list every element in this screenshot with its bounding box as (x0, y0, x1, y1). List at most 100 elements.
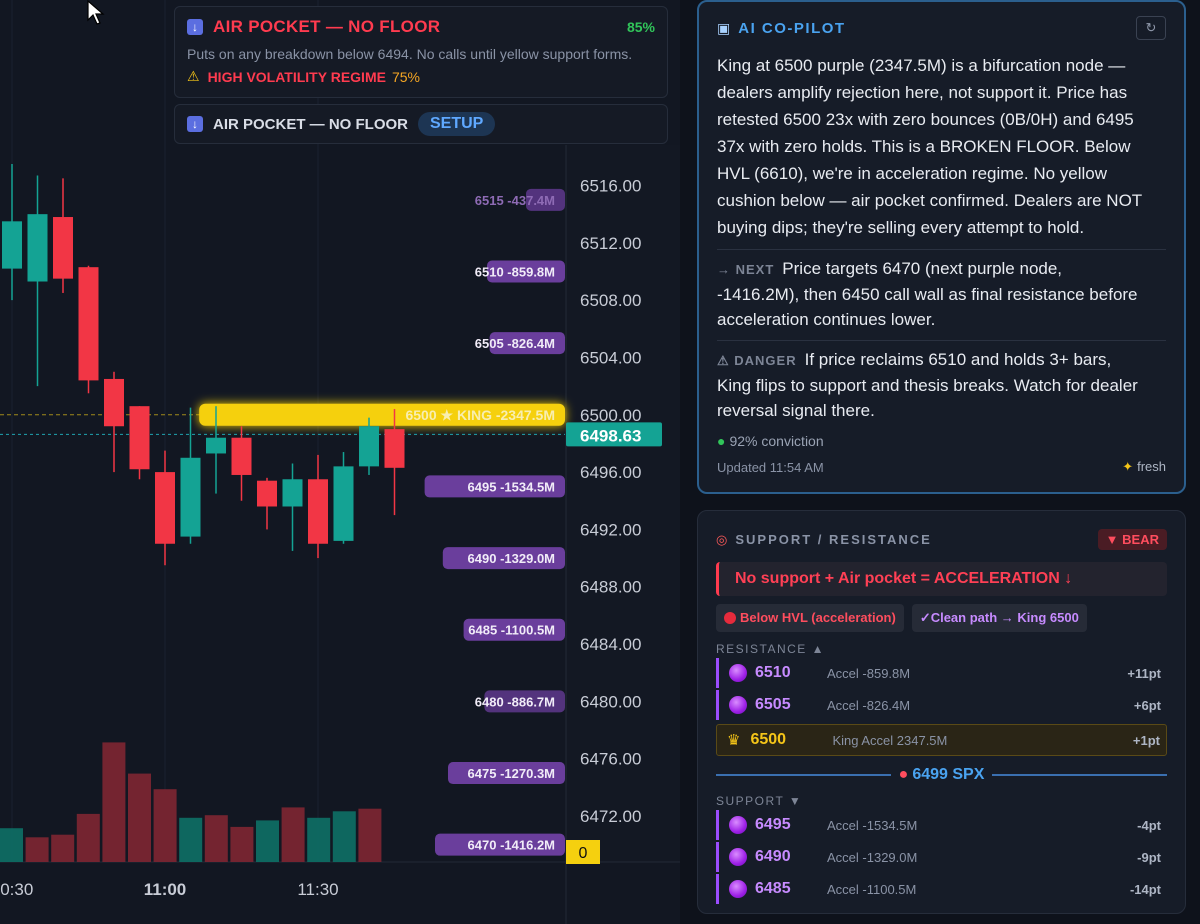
resistance-row[interactable]: 6505 Accel -826.4M +6pt (716, 690, 1167, 720)
king-level-bar (199, 403, 565, 426)
x-tick-label: 10:30 (0, 880, 33, 899)
chart-canvas[interactable]: 6515 -437.4M 6510 -859.8M 6505 -826.4M 6500… (0, 0, 680, 924)
volume-bar (51, 834, 75, 862)
level-price: 6505 (755, 696, 791, 713)
candle-body (180, 457, 201, 537)
copilot-title: AI CO-PILOT (738, 19, 846, 37)
candle-body (257, 480, 277, 507)
sparkle-icon: ✦ (1122, 459, 1134, 474)
volume-bar (230, 826, 254, 862)
x-tick-label: 11:30 (297, 880, 338, 899)
king-desc: King Accel 2347.5M (832, 732, 948, 748)
volume-tag (566, 840, 600, 864)
volume-bar (102, 742, 126, 862)
gamma-level-label: 6480 -886.7M (475, 694, 555, 709)
last-price-tag (566, 422, 662, 447)
price-chart[interactable]: 6515 -437.4M 6510 -859.8M 6505 -826.4M 6500… (0, 0, 680, 924)
analysis-line: HVL (6610), we're in acceleration regime… (717, 164, 1108, 183)
y-tick-label: 6488.00 (580, 578, 641, 597)
mouse-cursor-icon (87, 0, 105, 25)
divider (717, 249, 1166, 250)
candle-body (27, 214, 48, 282)
down-arrow-icon: ↓ (187, 116, 203, 132)
spx-price-row: ● 6499 SPX (716, 766, 1168, 784)
next-line: -1416.2M), then 6450 call wall as final … (717, 285, 1138, 304)
y-tick-label: 6516.00 (580, 177, 641, 196)
sr-title: SUPPORT / RESISTANCE (735, 532, 932, 547)
signal-subtitle: Puts on any breakdown below 6494. No cal… (187, 46, 633, 62)
level-price: 6495 (755, 816, 791, 833)
fresh-badge: ✦ fresh (1122, 459, 1166, 475)
candle-body (104, 378, 124, 427)
danger-line: King flips to support and thesis breaks.… (717, 376, 1138, 395)
candle-body (231, 437, 252, 475)
next-tag: → NEXT (717, 262, 775, 277)
gamma-level-bar (448, 762, 565, 785)
y-tick-label: 6504.00 (580, 348, 641, 367)
analysis-line: buying dips; they're selling every attem… (717, 218, 1085, 237)
spx-price: ● 6499 SPX (891, 766, 993, 784)
price-axis (566, 145, 680, 862)
divider-line (716, 774, 891, 776)
gamma-level-bar (489, 332, 565, 355)
candle-body (333, 466, 354, 541)
gamma-level-bar (424, 475, 565, 498)
refresh-button[interactable]: ↻ (1136, 16, 1166, 40)
next-section: → NEXT Price targets 6470 (next purple no… (717, 256, 1166, 332)
warning-icon: ⚠ (187, 68, 200, 84)
gamma-level-label: 6515 -437.4M (475, 193, 555, 208)
gamma-level-label: 6485 -1100.5M (468, 623, 555, 638)
danger-line: If price reclaims 6510 and holds 3+ bars… (804, 350, 1112, 369)
pin-icon: ● (898, 766, 909, 783)
volume-bar (153, 789, 177, 862)
support-label: SUPPORT ▼ (716, 794, 803, 808)
y-tick-label: 6472.00 (580, 807, 641, 826)
level-delta: -4pt (1137, 817, 1161, 833)
analysis-line: dealers amplify rejection here, not supp… (717, 83, 1128, 102)
level-delta: -9pt (1137, 849, 1161, 865)
level-delta: +6pt (1133, 697, 1161, 713)
volume-bar (358, 808, 382, 862)
volume-tag-label: 0 (579, 845, 588, 862)
king-delta: +1pt (1132, 732, 1160, 748)
regime-percent: 75% (391, 68, 420, 85)
support-row[interactable]: 6485 Accel -1100.5M -14pt (716, 874, 1167, 904)
y-tick-label: 6500.00 (580, 406, 641, 425)
conviction-text: 92% conviction (729, 433, 824, 449)
status-dot-icon: ● (717, 433, 726, 449)
volume-bar (0, 828, 23, 862)
resistance-row[interactable]: 6510 Accel -859.8M +11pt (716, 658, 1167, 688)
level-desc: Accel -826.4M (827, 697, 911, 713)
setup-title: AIR POCKET — NO FLOOR (213, 115, 408, 133)
analysis-line: 37x with zero holds. This is a BROKEN FL… (717, 137, 1131, 156)
gamma-level-label: 6510 -859.8M (475, 264, 555, 279)
analysis-line: retested 6500 23x with zero bounces (0B/… (717, 110, 1134, 129)
copilot-analysis: King at 6500 purple (2347.5M) is a bifur… (717, 52, 1166, 241)
volume-bar (179, 817, 203, 862)
support-row[interactable]: 6490 Accel -1329.0M -9pt (716, 842, 1167, 872)
hvl-chip: Below HVL (acceleration) (716, 604, 904, 632)
level-delta: +11pt (1127, 665, 1161, 681)
next-line: Price targets 6470 (next purple node, (782, 259, 1063, 278)
acceleration-alert: No support + Air pocket = ACCELERATION ↓ (716, 562, 1167, 596)
purple-circle-icon (729, 696, 747, 714)
candle-body (206, 437, 226, 454)
clean-path-chip: ✓Clean path → King 6500 (911, 604, 1087, 632)
support-row[interactable]: 6495 Accel -1534.5M -4pt (716, 810, 1167, 840)
king-row[interactable]: ♛ 6500 King Accel 2347.5M +1pt (716, 724, 1167, 756)
gamma-level-bar (487, 260, 565, 283)
danger-section: ⚠ DANGER If price reclaims 6510 and holds… (717, 347, 1166, 423)
setup-banner[interactable]: ↓ AIR POCKET — NO FLOOR SETUP (174, 104, 668, 144)
purple-circle-icon (729, 816, 747, 834)
conviction: ● 92% conviction (717, 433, 1166, 449)
gamma-level-bar (526, 188, 565, 211)
x-tick-label: 11:00 (144, 880, 187, 899)
robot-icon: ▣ (717, 19, 731, 36)
danger-tag: ⚠ DANGER (717, 353, 797, 368)
gamma-level-bar (484, 690, 565, 713)
level-desc: Accel -859.8M (827, 665, 911, 681)
resistance-label: RESISTANCE ▲ (716, 642, 826, 656)
fresh-label: fresh (1137, 459, 1166, 474)
setup-badge[interactable]: SETUP (418, 112, 496, 136)
candle-body (359, 426, 379, 467)
